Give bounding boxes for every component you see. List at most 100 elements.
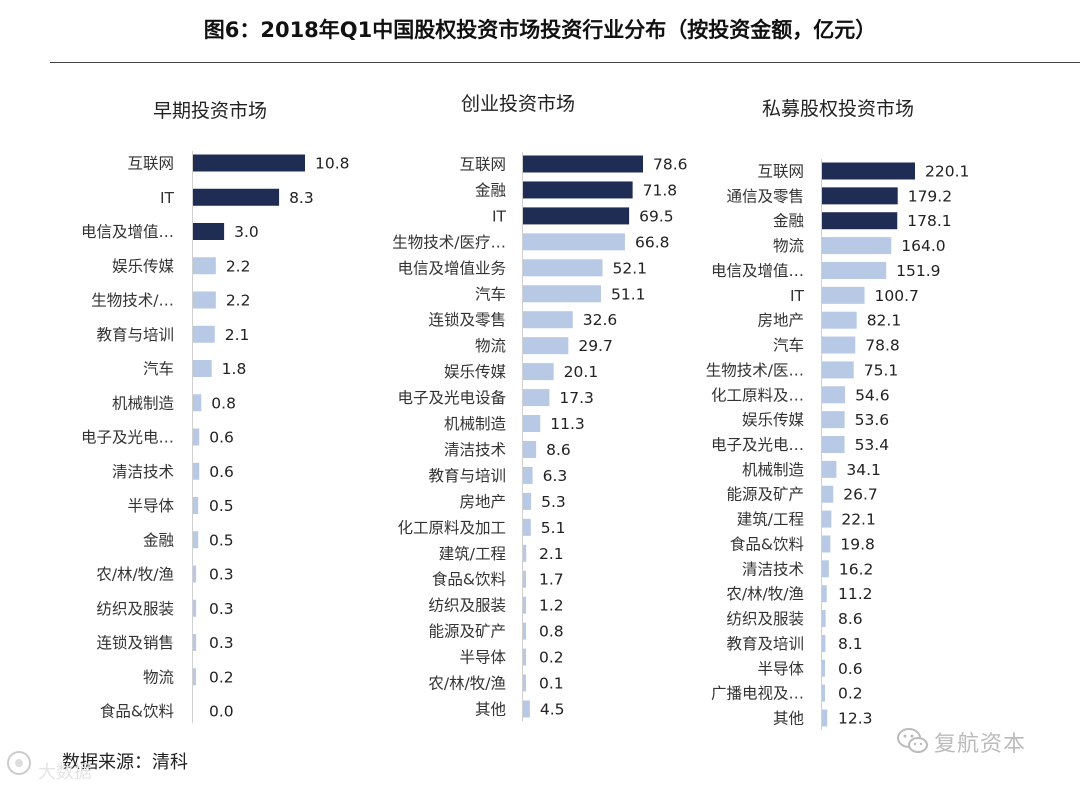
value-label: 1.2: [539, 597, 564, 615]
category-label: 其他: [475, 701, 506, 719]
bar: [193, 634, 197, 651]
category-label: 教育及培训: [726, 635, 804, 653]
value-label: 11.3: [550, 415, 585, 433]
value-label: 16.2: [839, 560, 874, 578]
category-label: 纺织及服装: [726, 610, 804, 628]
bar: [523, 596, 526, 614]
value-label: 0.3: [209, 600, 234, 618]
category-label: 娱乐传媒: [742, 411, 805, 429]
category-label: 化工原料及…: [711, 386, 804, 404]
bar: [523, 363, 554, 381]
bar: [193, 154, 305, 172]
value-label: 2.2: [226, 292, 251, 310]
value-label: 29.7: [578, 337, 613, 355]
value-label: 78.6: [653, 156, 688, 174]
value-label: 0.1: [539, 675, 564, 693]
value-label: 0.2: [539, 649, 564, 667]
value-label: 82.1: [867, 312, 902, 330]
value-label: 0.3: [209, 634, 234, 652]
bar: [193, 325, 215, 343]
category-label: 机械制造: [742, 461, 805, 479]
bar: [822, 535, 831, 553]
category-label: 电子及光电…: [711, 436, 804, 454]
bar: [822, 610, 826, 628]
bar: [523, 233, 625, 251]
value-label: 3.0: [234, 223, 259, 241]
category-label: 互联网: [757, 163, 804, 181]
value-label: 53.6: [855, 411, 890, 429]
category-label: 其他: [773, 710, 804, 728]
category-label: 农/林/牧/渔: [96, 566, 174, 584]
bar: [523, 181, 633, 199]
category-label: 房地产: [757, 312, 804, 330]
category-label: 汽车: [143, 360, 174, 378]
value-label: 66.8: [635, 233, 670, 251]
category-label: 电信及增值…: [711, 262, 804, 280]
category-label: 生物技术/医…: [706, 361, 804, 379]
value-label: 5.1: [541, 519, 566, 537]
value-label: 51.1: [611, 285, 646, 303]
category-label: 通信及零售: [726, 187, 804, 205]
value-label: 8.6: [838, 610, 863, 628]
bar: [193, 188, 280, 206]
category-label: 连锁及零售: [428, 311, 506, 329]
bar: [822, 485, 834, 503]
value-label: 179.2: [908, 187, 952, 205]
value-label: 53.4: [855, 436, 890, 454]
category-label: 机械制造: [444, 415, 507, 433]
bar: [822, 212, 898, 230]
bar: [523, 415, 541, 433]
category-label: 食品&饮料: [100, 703, 174, 721]
bar: [523, 259, 603, 277]
category-label: 电信及增值…: [81, 223, 174, 241]
bar: [822, 162, 915, 180]
category-label: 清洁技术: [112, 463, 174, 481]
value-label: 4.5: [540, 701, 565, 719]
value-label: 0.6: [209, 429, 234, 447]
value-label: 2.2: [226, 257, 251, 275]
category-label: 机械制造: [112, 394, 175, 412]
category-label: 娱乐传媒: [444, 363, 507, 381]
bar: [523, 155, 643, 173]
bar: [822, 237, 892, 255]
value-label: 0.2: [209, 668, 234, 686]
watermark-text: 复航资本: [934, 732, 1027, 757]
bar: [822, 585, 827, 603]
category-label: 食品&饮料: [432, 571, 506, 589]
bar: [822, 261, 887, 279]
bar: [193, 462, 200, 480]
category-label: 连锁及销售: [96, 634, 174, 652]
category-label: 能源及矿产: [726, 486, 804, 504]
value-label: 78.8: [865, 337, 900, 355]
bar: [193, 257, 216, 275]
bar: [523, 544, 527, 562]
bar: [193, 668, 196, 686]
value-label: 52.1: [613, 259, 648, 277]
chart-title: 早期投资市场: [153, 100, 267, 122]
bar: [523, 466, 533, 484]
bar: [822, 684, 825, 702]
value-label: 0.6: [838, 660, 863, 678]
value-label: 151.9: [896, 262, 940, 280]
source-note: 数据来源：清科: [62, 752, 188, 773]
bar: [523, 700, 530, 718]
value-label: 178.1: [907, 212, 951, 230]
value-label: 11.2: [838, 585, 873, 603]
corner-watermark-icon: [7, 751, 31, 775]
chart-title: 创业投资市场: [461, 93, 575, 115]
value-label: 6.3: [543, 467, 568, 485]
value-label: 0.2: [838, 685, 863, 703]
value-label: 69.5: [639, 207, 674, 225]
bar: [193, 428, 200, 446]
value-label: 71.8: [643, 181, 678, 199]
value-label: 0.0: [209, 703, 234, 721]
value-label: 26.7: [843, 486, 878, 504]
category-label: 电子及光电设备: [397, 389, 506, 407]
category-label: 物流: [143, 668, 174, 686]
bar: [523, 570, 526, 588]
category-label: 建筑/工程: [737, 511, 804, 529]
value-label: 2.1: [539, 545, 564, 563]
category-label: 房地产: [459, 493, 506, 511]
bar: [822, 510, 832, 528]
